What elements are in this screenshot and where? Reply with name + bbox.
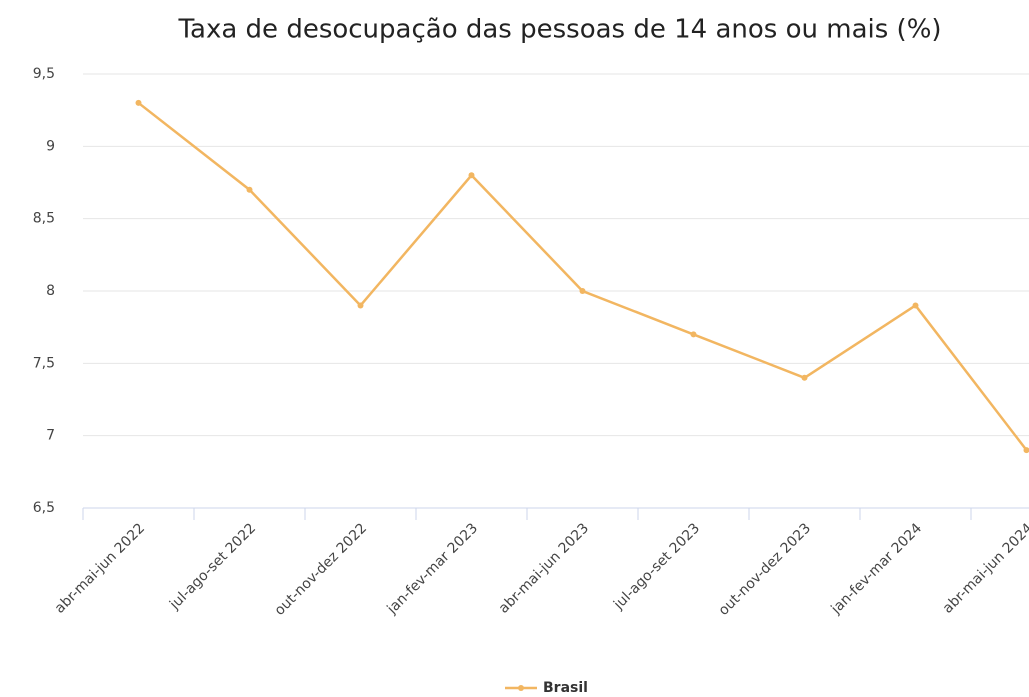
y-tick-label: 9 [46,138,55,154]
point [1023,447,1029,454]
line [137,101,1028,451]
x-tick-label: abr-mai-jun 2024 [940,520,1029,616]
point [690,331,697,338]
x-tick-label: jul-ago-set 2023 [610,520,703,613]
x-tick-label: out-nov-dez 2022 [272,520,371,619]
legend-label: Brasil [543,680,588,696]
legend-symbol [518,685,524,691]
y-tick-label: 9,5 [33,66,55,82]
x-tick-label: out-nov-dez 2023 [716,520,815,619]
point [912,302,919,309]
chart-title: Taxa de desocupação das pessoas de 14 an… [177,15,941,45]
x-tick-label: abr-mai-jun 2022 [52,520,148,616]
point [135,99,142,106]
point [468,172,475,179]
x-tick-label: jul-ago-set 2022 [166,520,259,613]
point [801,374,808,381]
y-tick-label: 8 [46,283,55,299]
x-tick-label: jan-fev-mar 2024 [828,520,926,618]
y-tick-label: 6,5 [33,500,55,516]
y-tick-label: 7,5 [33,355,55,371]
y-tick-label: 7 [46,428,55,444]
point [357,302,364,309]
point [246,186,253,193]
point [579,288,586,294]
x-tick-label: abr-mai-jun 2023 [496,520,592,616]
y-tick-label: 8,5 [33,211,55,227]
x-tick-label: jan-fev-mar 2023 [384,520,482,618]
